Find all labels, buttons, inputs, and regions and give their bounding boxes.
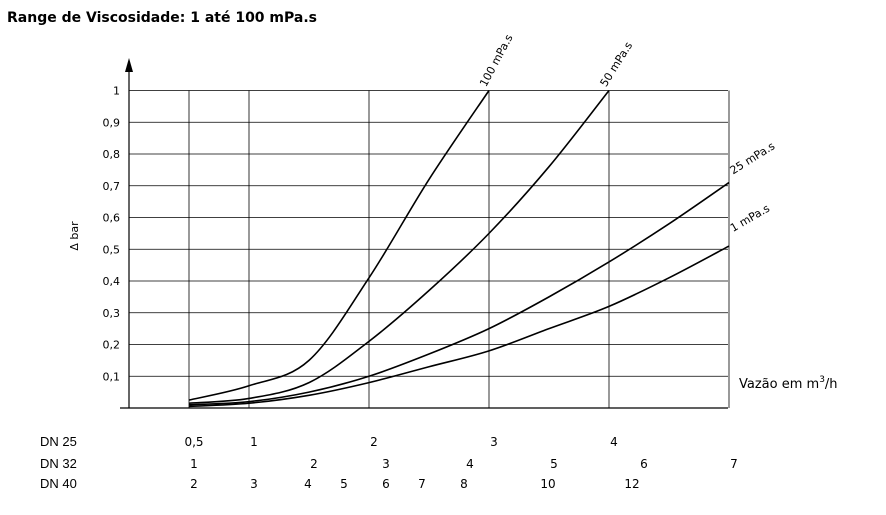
dn-scale-name: DN 25 <box>40 434 77 449</box>
curve-label-2: 25 mPa.s <box>728 139 778 177</box>
chart-title: Range de Viscosidade: 1 até 100 mPa.s <box>7 10 317 26</box>
dn-scale-name: DN 32 <box>40 456 77 471</box>
dn-tick-label: 7 <box>730 457 738 471</box>
dn-tick-label: 2 <box>190 477 198 491</box>
dn-tick-label: 0,5 <box>184 435 203 449</box>
y-tick-label: 0,1 <box>103 370 121 383</box>
x-axis-label: Vazão em m3/h <box>739 375 838 392</box>
dn-tick-label: 6 <box>382 477 390 491</box>
dn-tick-label: 3 <box>250 477 258 491</box>
y-axis-arrow <box>125 58 133 72</box>
curve-3 <box>188 245 730 408</box>
dn-tick-label: 1 <box>250 435 258 449</box>
dn-tick-label: 5 <box>340 477 348 491</box>
dn-tick-label: 4 <box>304 477 312 491</box>
curve-label-1: 50 mPa.s <box>598 39 636 89</box>
dn-tick-label: 2 <box>310 457 318 471</box>
x-axis-label-sup: 3 <box>819 375 825 385</box>
dn-tick-label: 10 <box>540 477 555 491</box>
y-tick-label: 0,8 <box>103 148 121 161</box>
y-tick-label: 0,9 <box>103 116 121 129</box>
curve-label-3: 1 mPa.s <box>728 202 772 235</box>
curve-1 <box>188 90 610 405</box>
dn-tick-label: 1 <box>190 457 198 471</box>
y-tick-label: 0,2 <box>103 339 121 352</box>
y-tick-labels: 0,1 0,2 0,3 0,4 0,5 0,6 0,7 0,8 0,9 1 <box>103 85 121 384</box>
dn-tick-label: 3 <box>382 457 390 471</box>
dn-tick-label: 7 <box>418 477 426 491</box>
y-tick-label: 0,3 <box>103 307 121 320</box>
y-tick-label: 0,5 <box>103 243 121 256</box>
grid <box>129 90 730 408</box>
y-tick-label: 1 <box>113 85 120 98</box>
curve-0 <box>188 90 490 401</box>
axes <box>120 58 728 409</box>
curve-label-0: 100 mPa.s <box>477 32 516 89</box>
dn-tick-label: 6 <box>640 457 648 471</box>
dn-tick-label: 2 <box>370 435 378 449</box>
dn-tick-label: 4 <box>610 435 618 449</box>
curves <box>188 90 730 408</box>
curve-2 <box>188 181 730 406</box>
dn-tick-label: 5 <box>550 457 558 471</box>
y-axis-label: Δ bar <box>68 221 81 251</box>
curve-labels: 100 mPa.s 50 mPa.s 25 mPa.s 1 mPa.s <box>477 32 777 235</box>
dn-scale-name: DN 40 <box>40 476 77 491</box>
dn-tick-label: 4 <box>466 457 474 471</box>
x-axis-label-main: Vazão em m <box>739 377 819 392</box>
dn-tick-label: 3 <box>490 435 498 449</box>
dn-tick-label: 12 <box>624 477 639 491</box>
y-tick-label: 0,6 <box>103 212 121 225</box>
y-tick-label: 0,4 <box>103 275 121 288</box>
dn-scales: DN 25 0,5 1 2 3 4DN 32 1 2 3 4 5 6 7DN 40 2 3 4 5 6 7 8 10 12 <box>40 434 738 491</box>
y-tick-label: 0,7 <box>103 180 121 193</box>
x-axis-label-tail: /h <box>825 377 838 392</box>
dn-tick-label: 8 <box>460 477 468 491</box>
